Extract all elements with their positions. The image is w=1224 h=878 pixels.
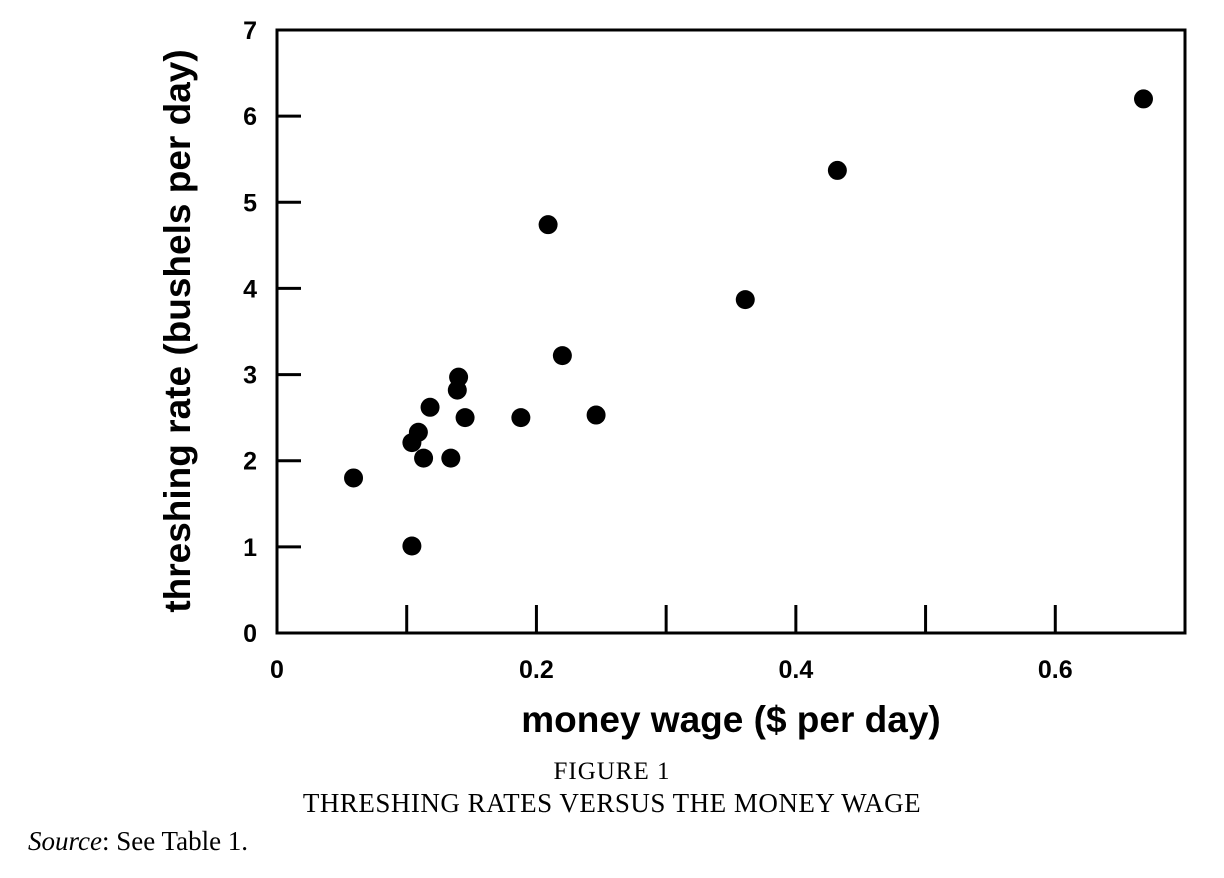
data-point — [408, 422, 428, 442]
y-tick-label: 4 — [243, 275, 257, 303]
x-tick-label: 0.6 — [1038, 656, 1073, 684]
x-axis-ticks — [405, 605, 1057, 633]
data-point — [552, 346, 572, 366]
data-point — [449, 367, 469, 387]
y-axis-ticks — [277, 114, 301, 549]
data-point — [455, 408, 475, 428]
x-axis-title: money wage ($ per day) — [521, 699, 940, 740]
y-axis-title: threshing rate (bushels per day) — [157, 49, 198, 612]
figure-title: THRESHING RATES VERSUS THE MONEY WAGE — [302, 788, 922, 818]
data-point — [827, 160, 847, 180]
y-tick-label: 2 — [243, 448, 257, 476]
x-axis-tick-labels: 0 0.2 0.4 0.6 — [270, 656, 1073, 684]
data-point — [420, 397, 440, 417]
data-point — [586, 405, 606, 425]
source-text: : See Table 1. — [101, 826, 249, 856]
figure-label: FIGURE 1 — [553, 758, 671, 785]
plot-frame — [275, 28, 1187, 635]
y-axis-tick-labels: 0 1 2 3 4 5 6 7 — [243, 17, 257, 648]
scatter-chart: 0 0.2 0.4 0.6 0 1 2 3 4 5 6 7 money wage ($ per da… — [157, 17, 1187, 740]
data-point — [511, 408, 531, 428]
data-point — [538, 215, 558, 235]
data-point — [402, 536, 422, 556]
y-tick-label: 5 — [243, 189, 257, 217]
y-tick-label: 6 — [243, 103, 257, 131]
source-note: Source: See Table 1. — [28, 826, 248, 857]
y-tick-label: 7 — [243, 17, 257, 45]
data-point — [441, 448, 461, 468]
data-point — [414, 448, 434, 468]
x-tick-label: 0 — [270, 656, 284, 684]
data-point — [735, 290, 755, 310]
y-tick-label: 0 — [243, 620, 257, 648]
data-point — [344, 468, 364, 488]
y-tick-label: 3 — [243, 362, 257, 390]
x-tick-label: 0.4 — [778, 656, 813, 684]
y-tick-label: 1 — [243, 534, 257, 562]
x-tick-label: 0.2 — [519, 656, 554, 684]
source-label: Source — [28, 826, 102, 856]
data-point — [1133, 89, 1153, 109]
data-points — [344, 89, 1153, 556]
